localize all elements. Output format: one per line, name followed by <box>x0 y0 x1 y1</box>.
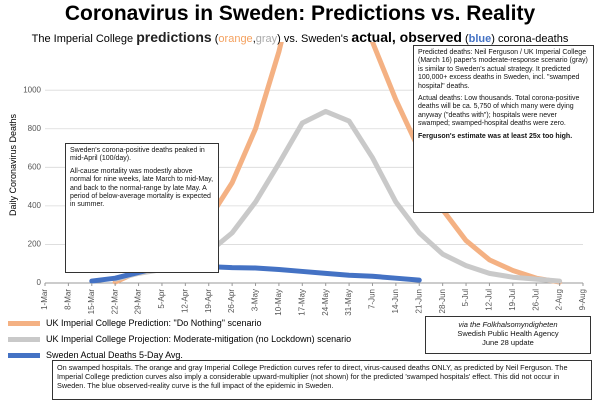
y-tick-label: 200 <box>28 240 42 249</box>
x-tick-label: 22-Mar <box>110 289 119 315</box>
x-tick-label: 5-Apr <box>157 289 166 309</box>
subtitle-part: ( <box>464 33 469 45</box>
source-text: Swedish Public Health Agency <box>457 329 559 338</box>
source-text: June 28 update <box>482 338 534 347</box>
right-note: Predicted deaths: Neil Ferguson / UK Imp… <box>413 45 594 213</box>
subtitle-part: vs. Sweden's <box>283 33 349 45</box>
subtitle-part: ) corona-deaths <box>491 33 569 45</box>
x-tick-label: 5-Jul <box>461 289 470 307</box>
x-tick-label: 29-Mar <box>134 289 143 315</box>
x-tick-label: 12-Apr <box>180 289 189 313</box>
subtitle-part: orange <box>218 33 253 45</box>
note-text: Sweden's corona-positive deaths peaked i… <box>70 147 205 163</box>
subtitle-part: actual, observed <box>351 29 462 45</box>
x-tick-label: 24-May <box>321 289 330 316</box>
x-tick-label: 21-Jun <box>414 289 423 313</box>
chart-title: Coronavirus in Sweden: Predictions vs. R… <box>64 2 536 25</box>
subtitle-part: blue <box>468 33 492 45</box>
subtitle-part: , <box>252 33 256 45</box>
subtitle-part: The Imperial College <box>31 33 134 45</box>
x-tick-label: 10-May <box>274 289 283 316</box>
subtitle-part: ) <box>277 33 281 45</box>
note-text: All-cause mortality was modestly above n… <box>70 167 214 209</box>
note-text: Actual deaths: Low thousands. Total coro… <box>418 94 580 128</box>
legend-item: Sweden Actual Deaths 5-Day Avg. <box>8 350 183 360</box>
y-tick-label: 1000 <box>23 85 41 94</box>
x-tick-label: 31-May <box>344 289 353 316</box>
y-axis-label: Daily Coronavirus Deaths <box>8 113 18 217</box>
source-box: via the Folkhalsomyndigheten Swedish Pub… <box>425 316 591 354</box>
note-text: Ferguson's estimate was at least 25x too… <box>418 132 573 140</box>
y-tick-label: 0 <box>37 278 42 287</box>
x-tick-label: 7-Jun <box>368 289 377 309</box>
x-tick-label: 26-Jul <box>531 289 540 311</box>
x-tick-label: 8-Mar <box>64 289 73 310</box>
x-tick-label: 15-Mar <box>87 289 96 315</box>
x-tick-label: 3-May <box>251 289 260 311</box>
legend-item: UK Imperial College Projection: Moderate… <box>8 334 351 344</box>
y-tick-label: 400 <box>28 201 42 210</box>
x-tick-label: 1-Mar <box>40 289 49 310</box>
y-tick-label: 600 <box>28 162 42 171</box>
bottom-note: On swamped hospitals. The orange and gra… <box>52 360 592 400</box>
subtitle: The Imperial College predictions (orange… <box>0 29 600 45</box>
x-tick-label: 19-Jul <box>508 289 517 311</box>
subtitle-part: gray <box>255 33 278 45</box>
legend-item: UK Imperial College Prediction: "Do Noth… <box>8 318 262 328</box>
x-tick-label: 9-Aug <box>578 289 587 310</box>
legend-label: Sweden Actual Deaths 5-Day Avg. <box>46 350 183 360</box>
note-text: Predicted deaths: Neil Ferguson / UK Imp… <box>418 49 588 90</box>
x-tick-label: 17-May <box>297 289 306 316</box>
legend-label: UK Imperial College Projection: Moderate… <box>46 334 352 344</box>
x-tick-label: 2-Aug <box>555 289 564 310</box>
y-tick-label: 800 <box>28 124 42 133</box>
x-tick-label: 19-Apr <box>204 289 213 313</box>
x-tick-label: 28-Jun <box>438 289 447 313</box>
subtitle-part: predictions <box>136 29 212 45</box>
x-tick-label: 14-Jun <box>391 289 400 313</box>
x-tick-label: 26-Apr <box>227 289 236 313</box>
left-note: Sweden's corona-positive deaths peaked i… <box>65 143 219 273</box>
legend-label: UK Imperial College Prediction: "Do Noth… <box>46 318 262 328</box>
source-text: via the Folkhalsomyndigheten <box>458 320 558 329</box>
subtitle-part: ( <box>214 33 219 45</box>
x-tick-label: 12-Jul <box>485 289 494 311</box>
